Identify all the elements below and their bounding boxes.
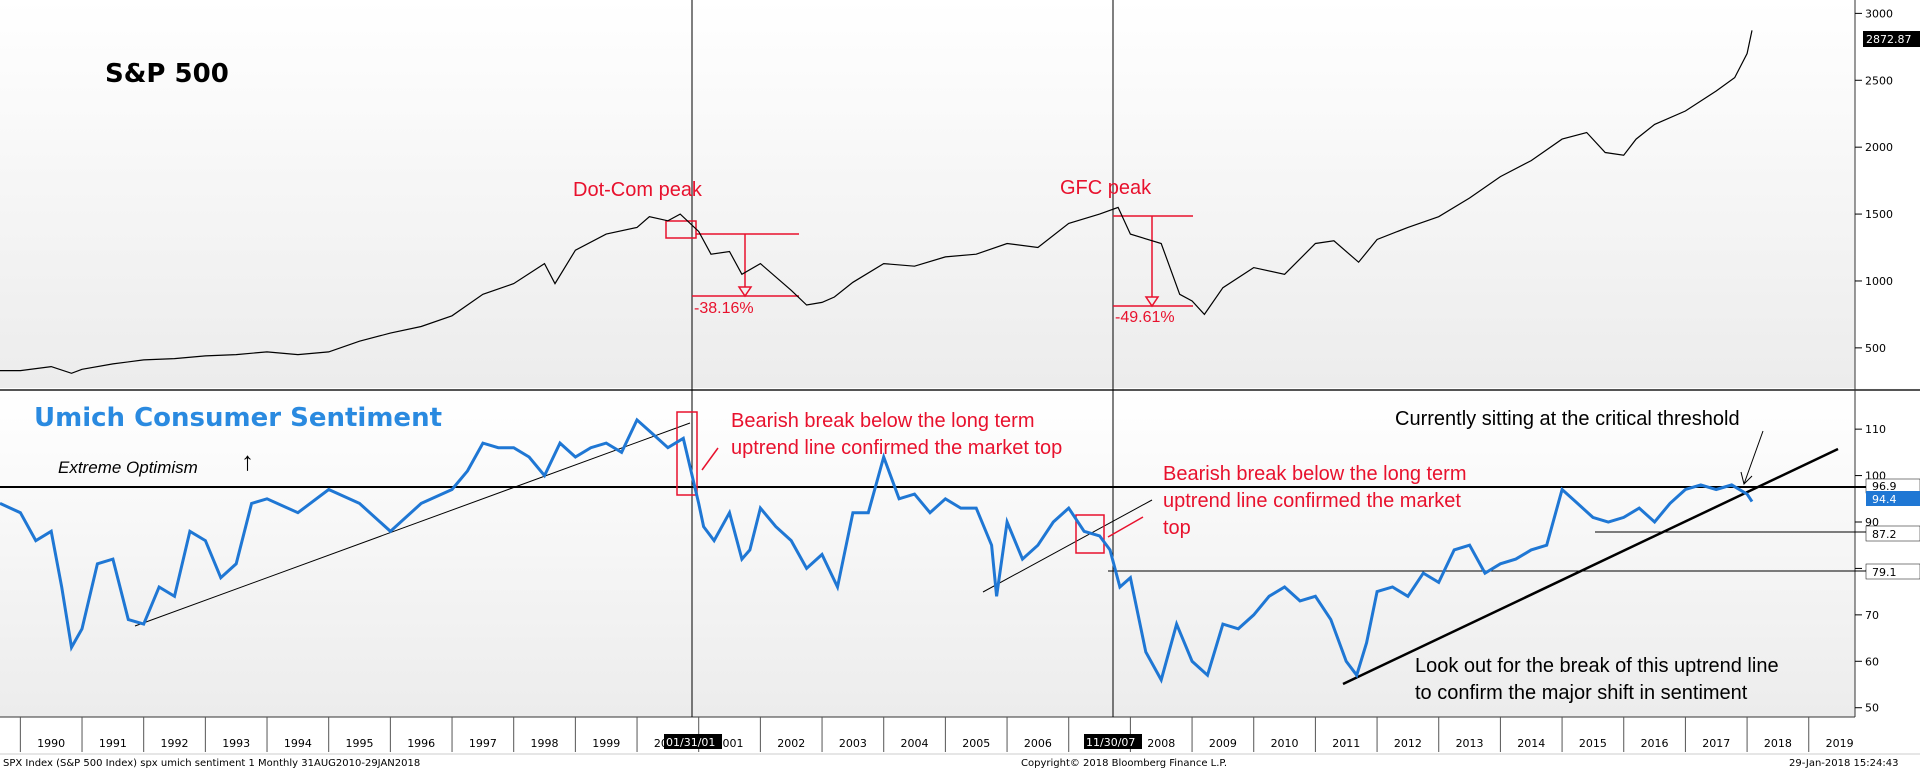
date-badge-dotcom: 01/31/01: [664, 734, 722, 749]
x-year-label: 1993: [222, 737, 250, 750]
x-year-label: 1992: [161, 737, 189, 750]
gfc-drawdown-pct: -49.61%: [1115, 309, 1175, 326]
critical-threshold-arrowhead: [1740, 471, 1753, 485]
svg-text:11/30/07: 11/30/07: [1086, 736, 1135, 749]
x-year-label: 2014: [1517, 737, 1545, 750]
bearish-break-1-line1: Bearish break below the long term: [731, 410, 1035, 432]
x-year-label: 2011: [1332, 737, 1360, 750]
top-panel: [0, 0, 1855, 388]
date-badge-gfc: 11/30/07: [1084, 734, 1142, 749]
footer-right: 29-Jan-2018 15:24:43: [1789, 758, 1898, 769]
bottom-y-tick-label: 70: [1865, 609, 1879, 622]
extreme-optimism-label: Extreme Optimism: [58, 458, 198, 477]
sp500-title: S&P 500: [105, 59, 229, 89]
x-year-label: 2006: [1024, 737, 1052, 750]
svg-text:79.1: 79.1: [1872, 566, 1897, 579]
top-y-tick-label: 1000: [1865, 275, 1893, 288]
x-year-label: 2004: [901, 737, 929, 750]
x-year-label: 2002: [777, 737, 805, 750]
x-year-label: 2013: [1456, 737, 1484, 750]
top-y-axis: 500 1000 1500 2000 2500 3000: [1855, 7, 1893, 355]
x-year-label: 1998: [531, 737, 559, 750]
footer-left: SPX Index (S&P 500 Index) spx umich sent…: [3, 758, 420, 769]
top-y-tick-label: 2500: [1865, 74, 1893, 87]
critical-threshold-label: Currently sitting at the critical thresh…: [1395, 408, 1740, 430]
x-year-label: 2001: [716, 737, 744, 750]
lookout-label-line1: Look out for the break of this uptrend l…: [1415, 655, 1779, 677]
lookout-label-line2: to confirm the major shift in sentiment: [1415, 682, 1748, 704]
bearish-break-2-line3: top: [1163, 517, 1191, 539]
x-year-label: 2016: [1641, 737, 1669, 750]
gfc-peak-label: GFC peak: [1060, 177, 1152, 199]
critical-threshold-arrow: [1743, 430, 1764, 485]
level-badge-87-2: 87.2: [1865, 525, 1920, 542]
x-year-label: 1996: [407, 737, 435, 750]
gfc-drawdown-marker: [1113, 215, 1193, 308]
level-badge-94-4: 94.4: [1866, 491, 1920, 506]
footer-center: Copyright© 2018 Bloomberg Finance L.P.: [1021, 758, 1227, 769]
umich-title: Umich Consumer Sentiment: [34, 403, 442, 433]
bearish-break-2-line2: uptrend line confirmed the market: [1163, 490, 1461, 512]
bottom-y-tick-label: 60: [1865, 655, 1879, 668]
x-axis: 1990 1991 1992 1993 1994 1995 1996 1997 1998 1999…: [19, 717, 1854, 752]
top-y-tick-label: 1500: [1865, 208, 1893, 221]
level-badge-96-9: 96.9: [1865, 478, 1920, 494]
x-year-label: 2003: [839, 737, 867, 750]
x-year-label: 2012: [1394, 737, 1422, 750]
top-y-tick-label: 2000: [1865, 141, 1893, 154]
x-year-label: 2015: [1579, 737, 1607, 750]
x-year-label: 1999: [592, 737, 620, 750]
sentiment-reference-lines: [0, 422, 1920, 686]
x-year-label: 2008: [1147, 737, 1175, 750]
bottom-y-tick-label: 50: [1865, 702, 1879, 715]
x-year-label: 2019: [1826, 737, 1854, 750]
x-year-label: 2018: [1764, 737, 1792, 750]
break-markers: [676, 411, 1144, 554]
sp500-last-badge: 2872.87: [1863, 31, 1920, 47]
bearish-break-1-line2: uptrend line confirmed the market top: [731, 437, 1062, 459]
bearish-break-2-line1: Bearish break below the long term: [1163, 463, 1467, 485]
level-badge-79-1: 79.1: [1865, 563, 1920, 580]
bottom-panel: [0, 392, 1855, 717]
bottom-y-tick-label: 110: [1865, 423, 1886, 436]
top-y-tick-label: 3000: [1865, 7, 1893, 20]
x-year-label: 2005: [962, 737, 990, 750]
x-year-label: 1990: [37, 737, 65, 750]
x-year-label: 2009: [1209, 737, 1237, 750]
x-year-label: 2010: [1271, 737, 1299, 750]
x-year-label: 2017: [1702, 737, 1730, 750]
svg-text:94.4: 94.4: [1872, 493, 1897, 506]
svg-text:01/31/01: 01/31/01: [666, 736, 715, 749]
dotcom-peak-label: Dot-Com peak: [573, 179, 703, 201]
umich-series-line: [0, 417, 1754, 684]
top-y-tick-label: 500: [1865, 342, 1886, 355]
sp500-series-line: [0, 30, 1753, 374]
extreme-optimism-arrow: ↑: [241, 446, 254, 476]
x-year-label: 1994: [284, 737, 312, 750]
x-year-label: 1997: [469, 737, 497, 750]
x-year-label: 1995: [346, 737, 374, 750]
svg-text:87.2: 87.2: [1872, 528, 1897, 541]
dotcom-drawdown-pct: -38.16%: [694, 300, 754, 317]
x-year-label: 1991: [99, 737, 127, 750]
svg-text:96.9: 96.9: [1872, 480, 1897, 493]
svg-text:2872.87: 2872.87: [1866, 33, 1912, 46]
